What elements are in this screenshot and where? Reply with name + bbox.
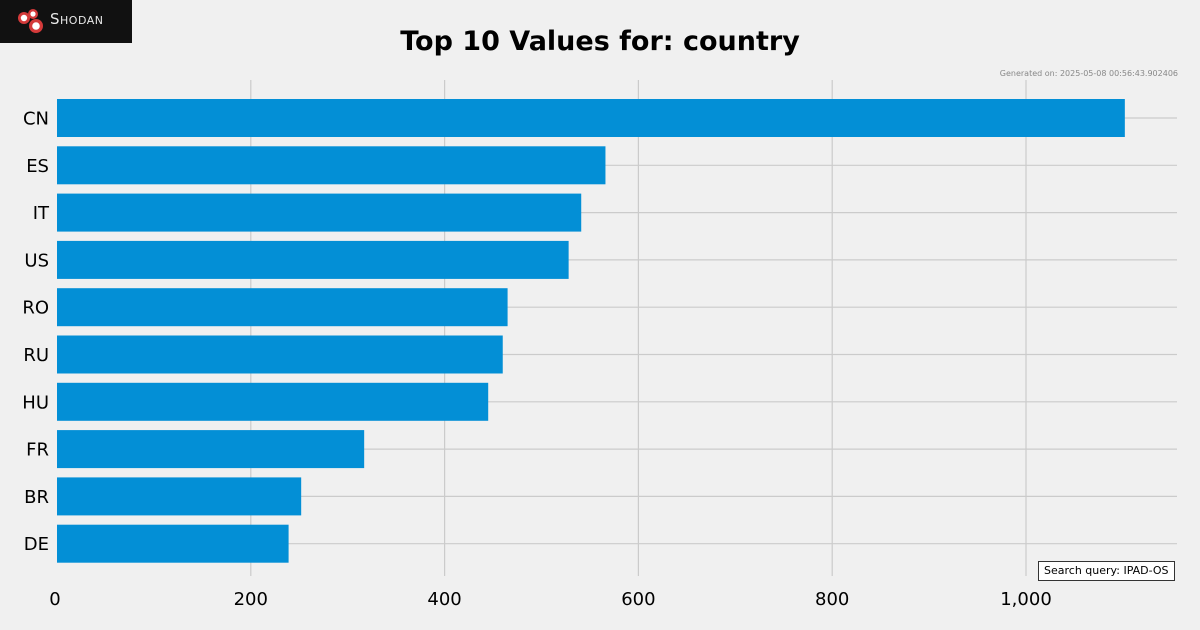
x-tick-label: 200 (234, 589, 268, 610)
x-tick-label: 0 (49, 589, 60, 610)
bar-es (57, 146, 606, 185)
bar-ro (57, 288, 508, 327)
y-tick-label-it: IT (33, 203, 50, 224)
shodan-logo-icon (18, 9, 43, 33)
y-tick-label-us: US (24, 250, 49, 271)
y-tick-label-ro: RO (22, 298, 49, 319)
bar-fr (57, 430, 365, 469)
y-tick-label-br: BR (24, 487, 49, 508)
x-tick-label: 800 (815, 589, 849, 610)
y-tick-label-ru: RU (23, 345, 49, 366)
y-tick-label-de: DE (24, 534, 49, 555)
y-tick-label-hu: HU (22, 392, 49, 413)
chart-title: Top 10 Values for: country (400, 26, 800, 57)
shodan-wordmark: Shodan (50, 10, 104, 28)
bars (57, 99, 1125, 563)
x-tick-label: 1,000 (1000, 589, 1052, 610)
bar-br (57, 477, 302, 516)
bar-it (57, 193, 582, 232)
bar-de (57, 524, 289, 563)
x-tick-label: 600 (621, 589, 655, 610)
x-tick-label: 400 (427, 589, 461, 610)
y-tick-label-cn: CN (23, 109, 49, 130)
shodan-logo: Shodan (0, 0, 132, 43)
y-tick-labels: CN ES IT US RO RU HU FR BR DE (22, 109, 50, 556)
y-tick-label-fr: FR (26, 440, 49, 461)
bar-hu (57, 382, 489, 421)
bar-us (57, 240, 569, 279)
bar-cn (57, 99, 1125, 137)
search-query-label: Search query: IPAD-OS (1038, 561, 1175, 581)
x-tick-labels: 0 200 400 600 800 1,000 (49, 589, 1051, 610)
bar-ru (57, 335, 503, 374)
y-tick-label-es: ES (26, 156, 49, 177)
generated-timestamp: Generated on: 2025-05-08 00:56:43.902406 (999, 69, 1178, 78)
